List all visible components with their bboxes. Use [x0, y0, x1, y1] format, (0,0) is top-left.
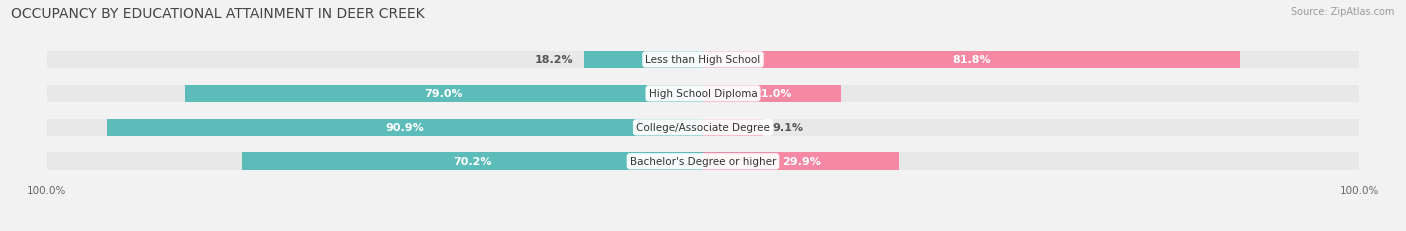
Bar — [703, 119, 762, 137]
Text: 90.9%: 90.9% — [385, 123, 425, 133]
Bar — [46, 119, 1360, 137]
Bar — [46, 51, 1360, 69]
Bar — [107, 119, 703, 137]
Text: Less than High School: Less than High School — [645, 55, 761, 65]
Text: College/Associate Degree: College/Associate Degree — [636, 123, 770, 133]
Bar — [583, 51, 703, 69]
Text: 18.2%: 18.2% — [536, 55, 574, 65]
Text: 21.0%: 21.0% — [752, 89, 792, 99]
Bar — [703, 85, 841, 103]
Bar — [242, 153, 703, 170]
Bar — [184, 85, 703, 103]
Bar — [46, 153, 1360, 170]
Text: 81.8%: 81.8% — [952, 55, 991, 65]
Bar — [703, 153, 900, 170]
Text: 79.0%: 79.0% — [425, 89, 463, 99]
Text: OCCUPANCY BY EDUCATIONAL ATTAINMENT IN DEER CREEK: OCCUPANCY BY EDUCATIONAL ATTAINMENT IN D… — [11, 7, 425, 21]
Text: Bachelor's Degree or higher: Bachelor's Degree or higher — [630, 157, 776, 167]
Bar — [46, 85, 1360, 103]
Text: Source: ZipAtlas.com: Source: ZipAtlas.com — [1291, 7, 1395, 17]
Text: 9.1%: 9.1% — [772, 123, 804, 133]
Text: High School Diploma: High School Diploma — [648, 89, 758, 99]
Bar — [703, 51, 1240, 69]
Text: 70.2%: 70.2% — [454, 157, 492, 167]
Text: 29.9%: 29.9% — [782, 157, 821, 167]
